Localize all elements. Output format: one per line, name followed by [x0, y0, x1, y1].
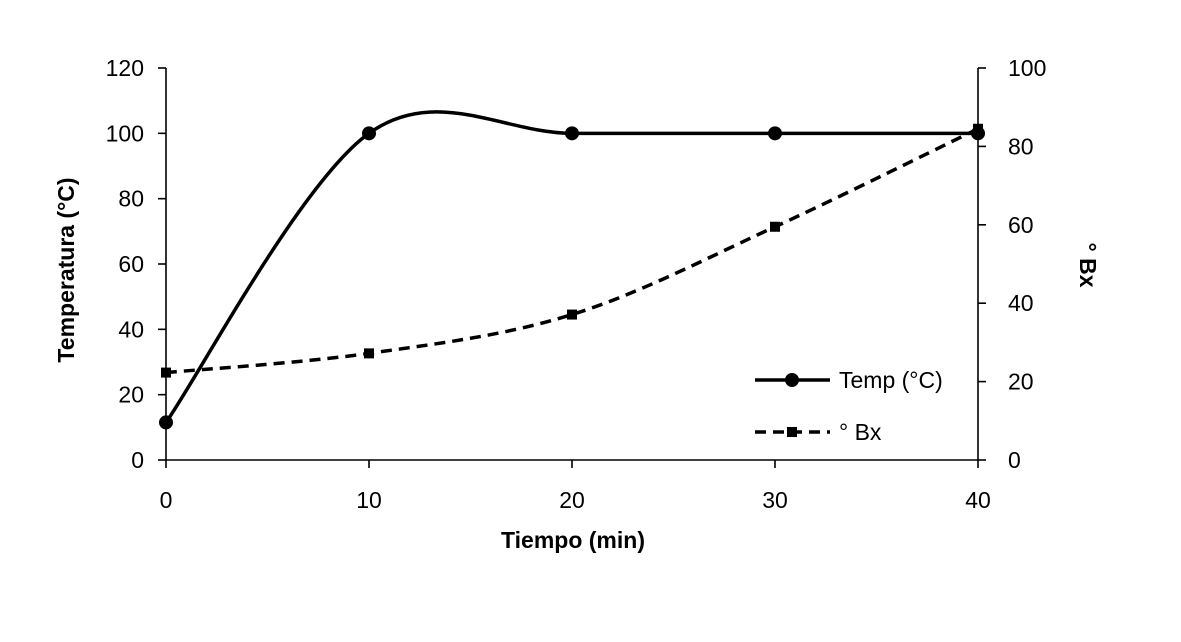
x-tick-label: 40 [965, 487, 991, 513]
legend-item: Temp (°C) [755, 367, 943, 393]
x-tick-label: 20 [559, 487, 585, 513]
x-tick-label: 10 [356, 487, 382, 513]
data-point-square [973, 123, 983, 134]
series-line [164, 110, 978, 424]
legend: Temp (°C) ° Bx [755, 367, 943, 445]
legend-marker-circle [785, 373, 799, 387]
series-line [165, 127, 979, 375]
data-point-square [161, 367, 171, 378]
legend-label: ° Bx [839, 419, 882, 445]
data-point-square [770, 221, 780, 232]
data-point-circle [565, 126, 579, 141]
right-y-tick-label: 40 [1008, 290, 1034, 316]
legend-marker-square [787, 427, 797, 437]
right-y-tick-label: 20 [1008, 369, 1034, 395]
series-2 [161, 123, 983, 378]
left-y-tick-label: 20 [118, 382, 144, 408]
left-y-tick-label: 100 [106, 120, 144, 146]
data-point-square [567, 309, 577, 320]
right-y-axis-title: ° Bx [1075, 243, 1101, 288]
right-y-tick-label: 100 [1008, 55, 1046, 81]
x-tick-label: 30 [762, 487, 788, 513]
left-y-tick-label: 0 [131, 447, 144, 473]
left-y-tick-label: 80 [118, 186, 144, 212]
x-axis-title: Tiempo (min) [501, 527, 645, 553]
data-point-circle [768, 126, 782, 141]
right-y-tick-label: 0 [1008, 447, 1021, 473]
series-layer [159, 110, 985, 430]
legend-item: ° Bx [755, 419, 882, 445]
x-tick-label: 0 [160, 487, 173, 513]
right-y-tick-label: 60 [1008, 212, 1034, 238]
right-y-tick-label: 80 [1008, 133, 1034, 159]
left-y-axis-title: Temperatura (°C) [53, 177, 79, 362]
left-y-tick-label: 40 [118, 316, 144, 342]
data-point-circle [159, 415, 173, 430]
data-point-square [364, 348, 374, 359]
legend-label: Temp (°C) [839, 367, 943, 393]
data-point-circle [362, 126, 376, 141]
axes: 0 20 40 60 80 100 120 0 20 40 60 80 100 0 10 20 30 40 [106, 55, 1047, 513]
left-y-tick-label: 60 [118, 251, 144, 277]
left-y-tick-label: 120 [106, 55, 144, 81]
